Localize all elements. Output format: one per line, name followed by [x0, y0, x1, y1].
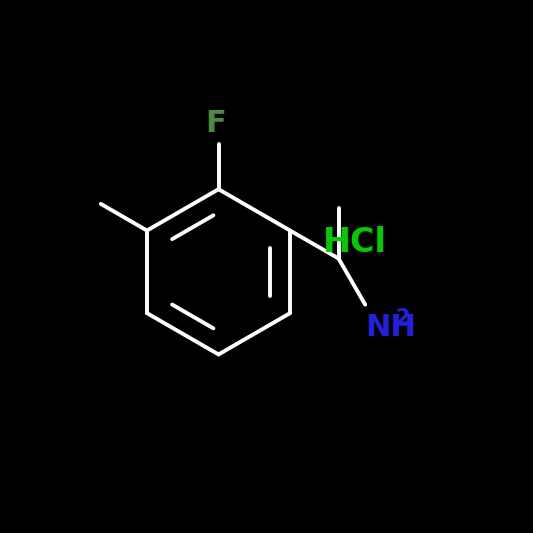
- Text: 2: 2: [395, 309, 409, 328]
- Text: NH: NH: [365, 313, 416, 342]
- Text: F: F: [206, 109, 226, 138]
- Text: HCl: HCl: [322, 226, 386, 259]
